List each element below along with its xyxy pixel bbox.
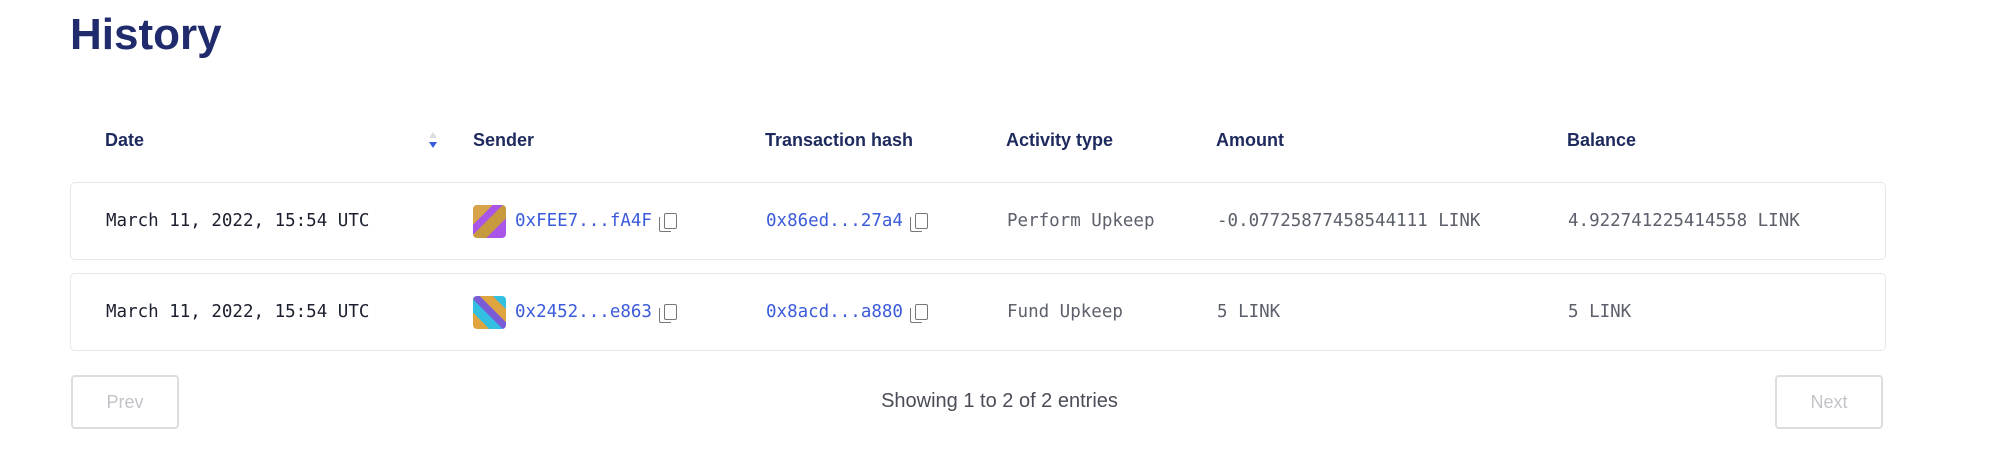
- copy-icon[interactable]: [658, 304, 677, 323]
- amount-cell: -0.07725877458544111 LINK: [1217, 211, 1481, 231]
- date-cell: March 11, 2022, 15:54 UTC: [106, 302, 370, 322]
- copy-icon[interactable]: [909, 213, 928, 232]
- next-button[interactable]: Next: [1775, 375, 1883, 429]
- copy-icon[interactable]: [909, 304, 928, 323]
- activity-type-cell: Fund Upkeep: [1007, 302, 1123, 322]
- prev-button[interactable]: Prev: [71, 375, 179, 429]
- table-row: March 11, 2022, 15:54 UTC 0x2452...e863 …: [70, 273, 1886, 351]
- sender-address-link[interactable]: 0x2452...e863: [515, 302, 652, 322]
- activity-type-cell: Perform Upkeep: [1007, 211, 1155, 231]
- column-header-balance: Balance: [1567, 130, 1637, 150]
- balance-cell: 5 LINK: [1568, 302, 1632, 322]
- column-header-date[interactable]: Date: [105, 130, 145, 150]
- column-header-amount: Amount: [1216, 130, 1284, 150]
- copy-icon[interactable]: [658, 213, 677, 232]
- sender-avatar: [473, 204, 506, 238]
- column-header-transaction-hash: Transaction hash: [765, 130, 914, 150]
- balance-cell: 4.922741225414558 LINK: [1568, 211, 1800, 231]
- amount-cell: 5 LINK: [1217, 302, 1281, 322]
- column-header-activity-type: Activity type: [1006, 130, 1114, 150]
- sort-descending-icon[interactable]: [427, 130, 439, 150]
- sender-address-link[interactable]: 0xFEE7...fA4F: [515, 211, 652, 231]
- table-row: March 11, 2022, 15:54 UTC 0xFEE7...fA4F …: [70, 182, 1886, 260]
- transaction-hash-link[interactable]: 0x86ed...27a4: [766, 211, 903, 231]
- sender-avatar: [473, 295, 506, 329]
- date-cell: March 11, 2022, 15:54 UTC: [106, 211, 370, 231]
- column-header-sender: Sender: [473, 130, 535, 150]
- transaction-hash-link[interactable]: 0x8acd...a880: [766, 302, 903, 322]
- page-title: History: [70, 10, 222, 59]
- pagination-info: Showing 1 to 2 of 2 entries: [881, 390, 1118, 412]
